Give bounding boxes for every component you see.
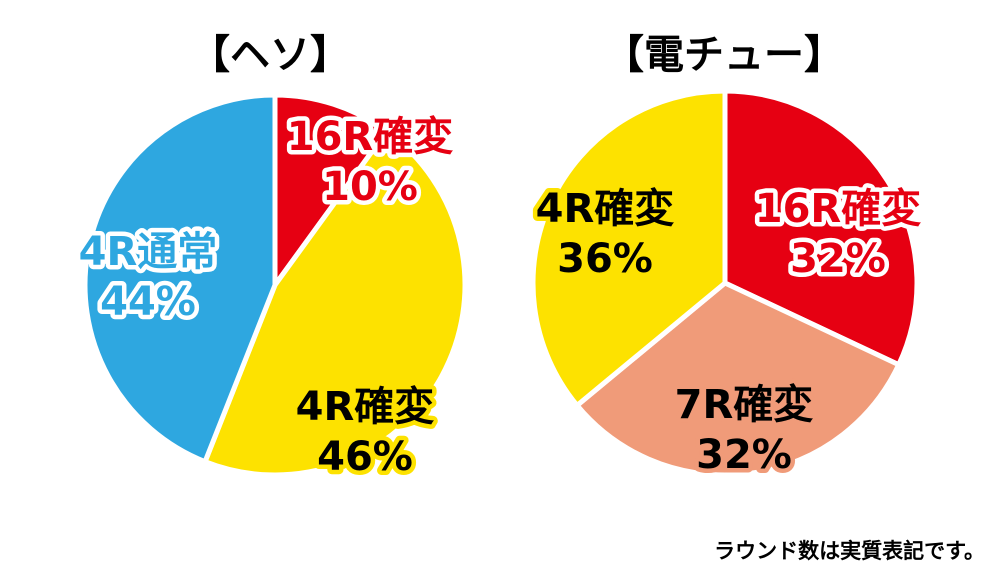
pie-slice-heso-r4-tsujo: [82, 92, 278, 465]
chart-title-denchu: 【電チュー】: [604, 32, 844, 78]
slices-denchu: [530, 88, 920, 478]
slices-heso: [82, 92, 468, 478]
slice-percent-text: 36%: [557, 236, 653, 282]
slice-category-text: 7R確変: [675, 382, 814, 428]
slice-category-text: 16R確変: [287, 114, 453, 160]
pie-slice-heso-r16-kakuhen: [272, 92, 390, 288]
slice-percent-text: 44%: [100, 279, 196, 325]
pie-chart-denchu: 【電チュー】 16R確変 32%7R確変 32%4R確変 36%: [530, 32, 926, 483]
round-count-footnote: ラウンド数は実質表記です。: [714, 539, 985, 563]
slice-category-text: 4R確変: [296, 384, 435, 430]
slice-percent-text: 46%: [317, 434, 413, 480]
slice-category-text: 4R通常: [79, 229, 218, 275]
pie-slice-denchu-r7-kakuhen: [574, 280, 902, 478]
slice-label-denchu-r16-kakuhen: 16R確変 32%: [755, 186, 921, 282]
labels-heso: 16R確変 10% 4R確変 46% 4R通常 44%: [74, 110, 458, 485]
slice-percent-text: 10%: [322, 164, 418, 210]
pie-slice-heso-r4-kakuhen: [202, 128, 468, 478]
pie-slice-denchu-r16-kakuhen: [722, 88, 920, 368]
slice-label-heso-r16-kakuhen: 16R確変 10%: [287, 114, 453, 210]
labels-denchu: 16R確変 32%7R確変 32%4R確変 36%: [531, 182, 926, 483]
slice-label-denchu-r4-kakuhen: 4R確変 36%: [536, 186, 675, 282]
slice-percent-text: 32%: [790, 236, 886, 282]
slice-category-text: 16R確変: [755, 186, 921, 232]
slice-label-heso-r4-tsujo: 4R通常 44%: [79, 229, 218, 325]
slice-label-heso-r4-kakuhen: 4R確変 46%: [296, 384, 435, 480]
chart-title-heso: 【ヘソ】: [190, 32, 350, 78]
slice-percent-text: 32%: [696, 432, 792, 478]
slice-label-denchu-r7-kakuhen: 7R確変 32%: [675, 382, 814, 478]
pie-chart-heso: 【ヘソ】 16R確変 10% 4R確変 46% 4R通常 44%: [74, 32, 468, 485]
slice-category-text: 4R確変: [536, 186, 675, 232]
pie-slice-denchu-r4-kakuhen: [530, 88, 728, 408]
